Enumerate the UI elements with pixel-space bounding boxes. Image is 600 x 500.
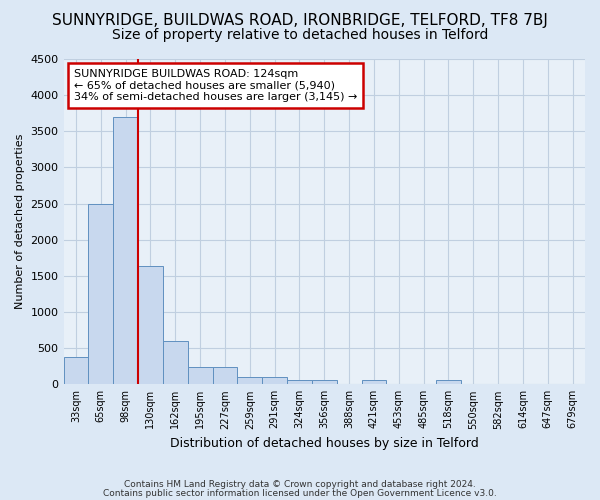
Bar	[312, 380, 337, 384]
Bar	[163, 341, 188, 384]
Text: Contains HM Land Registry data © Crown copyright and database right 2024.: Contains HM Land Registry data © Crown c…	[124, 480, 476, 489]
Bar	[64, 357, 88, 384]
Bar	[436, 380, 461, 384]
Bar	[238, 377, 262, 384]
Text: SUNNYRIDGE, BUILDWAS ROAD, IRONBRIDGE, TELFORD, TF8 7BJ: SUNNYRIDGE, BUILDWAS ROAD, IRONBRIDGE, T…	[52, 12, 548, 28]
Bar	[262, 377, 287, 384]
Bar	[212, 367, 238, 384]
Bar	[113, 117, 138, 384]
Bar	[88, 204, 113, 384]
Bar	[287, 380, 312, 384]
Bar	[138, 266, 163, 384]
Bar	[362, 380, 386, 384]
Bar	[188, 367, 212, 384]
Text: Size of property relative to detached houses in Telford: Size of property relative to detached ho…	[112, 28, 488, 42]
Text: SUNNYRIDGE BUILDWAS ROAD: 124sqm
← 65% of detached houses are smaller (5,940)
34: SUNNYRIDGE BUILDWAS ROAD: 124sqm ← 65% o…	[74, 69, 358, 102]
Text: Contains public sector information licensed under the Open Government Licence v3: Contains public sector information licen…	[103, 488, 497, 498]
Y-axis label: Number of detached properties: Number of detached properties	[15, 134, 25, 310]
X-axis label: Distribution of detached houses by size in Telford: Distribution of detached houses by size …	[170, 437, 479, 450]
